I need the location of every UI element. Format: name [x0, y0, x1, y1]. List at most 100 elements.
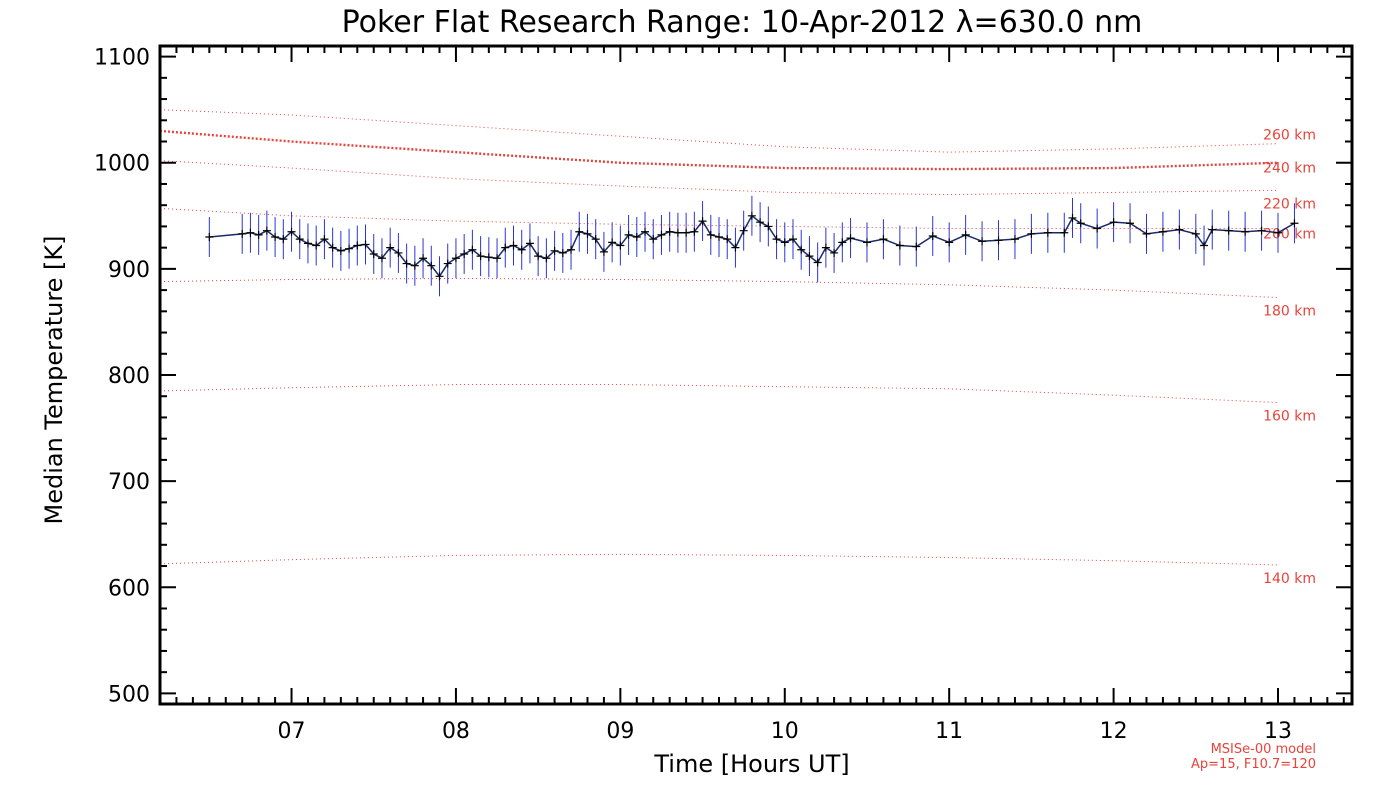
data-point: [410, 261, 419, 270]
data-point: [205, 233, 214, 242]
data-point: [460, 250, 469, 259]
data-point: [443, 259, 452, 268]
data-point: [542, 254, 551, 263]
data-point: [756, 218, 765, 227]
data-point: [690, 227, 699, 236]
data-point: [336, 246, 345, 255]
data-point: [419, 254, 428, 263]
data-point: [1224, 226, 1233, 235]
altitude-label: 200 km: [1263, 227, 1316, 243]
data-point: [295, 235, 304, 244]
data-point: [994, 236, 1003, 245]
data-point: [1158, 227, 1167, 236]
data-point: [575, 227, 584, 236]
data-point: [616, 241, 625, 250]
data-point: [1068, 213, 1077, 222]
data-point: [345, 244, 354, 253]
x-tick-label: 11: [935, 719, 963, 744]
data-point: [862, 238, 871, 247]
model-curve: [159, 384, 1279, 404]
data-point: [353, 241, 362, 250]
data-point: [1093, 224, 1102, 233]
x-tick-label: 12: [1100, 719, 1128, 744]
data-point: [641, 227, 650, 236]
data-point: [649, 235, 658, 244]
data-point: [715, 233, 724, 242]
data-point: [682, 228, 691, 237]
data-point: [435, 272, 444, 281]
x-tick-label: 13: [1264, 719, 1292, 744]
x-tick-label: 09: [606, 719, 634, 744]
data-point: [1200, 241, 1209, 250]
model-curve: [159, 277, 1279, 299]
data-point: [665, 227, 674, 236]
data-point: [1109, 218, 1118, 227]
data-point: [608, 238, 617, 247]
model-curve: [159, 553, 1279, 566]
data-point: [402, 259, 411, 268]
x-tick-label: 07: [278, 719, 306, 744]
data-point: [673, 228, 682, 237]
data-point: [567, 245, 576, 254]
y-tick-label: 900: [108, 258, 150, 283]
data-point: [369, 250, 378, 259]
data-point: [788, 235, 797, 244]
x-tick-label: 08: [442, 719, 470, 744]
data-point: [484, 253, 493, 262]
data-point: [509, 241, 518, 250]
data-point: [279, 235, 288, 244]
data-point: [821, 243, 830, 252]
model-note-line-2: Ap=15, F10.7=120: [1191, 757, 1316, 772]
data-point: [312, 241, 321, 250]
y-tick-label: 600: [108, 576, 150, 601]
data-point: [427, 261, 436, 270]
data-point: [772, 235, 781, 244]
data-point: [723, 235, 732, 244]
data-point: [657, 230, 666, 239]
data-point: [328, 243, 337, 252]
altitude-label: 220 km: [1263, 196, 1316, 212]
data-point: [1043, 228, 1052, 237]
data-point: [764, 222, 773, 231]
data-point: [550, 246, 559, 255]
data-point: [797, 245, 806, 254]
data-point: [747, 211, 756, 220]
data-point: [706, 230, 715, 239]
data-point: [978, 237, 987, 246]
data-point: [1126, 219, 1135, 228]
data-point: [468, 245, 477, 254]
data-point: [1241, 227, 1250, 236]
data-point: [238, 229, 247, 238]
data-point: [846, 234, 855, 243]
data-point: [534, 252, 543, 261]
data-point: [451, 254, 460, 263]
data-point: [1208, 225, 1217, 234]
data-point: [517, 245, 526, 254]
altitude-label: 140 km: [1263, 571, 1316, 587]
data-point: [262, 226, 271, 235]
y-tick-label: 500: [108, 682, 150, 707]
data-point: [928, 231, 937, 240]
data-point: [813, 258, 822, 267]
data-point: [476, 252, 485, 261]
altitude-label: 240 km: [1263, 161, 1316, 177]
x-tick-label: 10: [771, 719, 799, 744]
data-point: [780, 238, 789, 247]
data-point: [361, 240, 370, 249]
data-point: [731, 243, 740, 252]
altitude-label: 180 km: [1263, 304, 1316, 320]
data-point: [246, 228, 255, 237]
data-point: [1290, 219, 1299, 228]
plot-frame: [158, 44, 1354, 706]
model-note-line-1: MSISe-00 model: [1211, 742, 1316, 757]
data-point: [632, 233, 641, 242]
chart-title: Poker Flat Research Range: 10-Apr-2012 λ…: [342, 5, 1143, 40]
data-point: [591, 235, 600, 244]
x-axis-label: Time [Hours UT]: [653, 750, 849, 778]
data-point: [1027, 229, 1036, 238]
y-tick-label: 700: [108, 470, 150, 495]
y-axis-label: Median Temperature [K]: [40, 235, 68, 524]
data-point: [501, 243, 510, 252]
data-point: [739, 226, 748, 235]
